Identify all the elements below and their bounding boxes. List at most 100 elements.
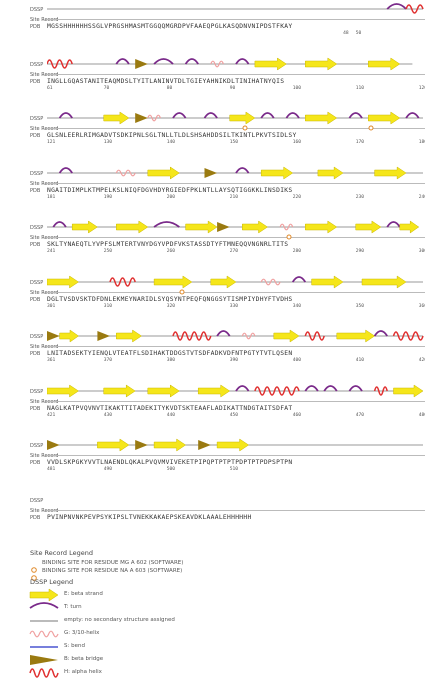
residue-number: 360 [418,303,425,309]
residue-numbers: 121 130 140 150 160 170 180 [47,140,425,148]
site-legend-title: Site Record Legend [30,549,93,557]
residue-number: 420 [418,358,425,363]
ss-element-E [103,111,130,125]
sequence-block: DSSP Site Record PDB GLSNLEERLRIMGADVTSDKIP… [0,111,425,152]
dssp-legend-T-icon [29,602,59,609]
site-record-line [47,128,425,129]
dssp-row-label: DSSP [30,388,44,395]
secondary-structure-track [47,384,424,397]
ss-element-E [336,329,376,343]
ss-element-E [147,384,180,397]
residue-number: 200 [166,194,175,200]
ss-element-G [260,278,281,285]
ss-element-E [116,329,142,343]
legend-shape [29,668,59,678]
residue-number: 130 [103,140,112,145]
residue-number: 430 [103,412,112,418]
residue-number: 400 [292,358,301,363]
ss-element-T [386,221,401,228]
pdb-row-label: PDB [30,460,41,466]
residue-number: 121 [47,140,56,145]
ss-element-T [52,221,67,228]
residue-numbers: 421 430 440 450 460 470 480 [47,413,425,421]
pdb-sequence: SKLTYNAEQTLYVPFSLMTERTVNYDGYVPDFVKSTASSD… [47,241,289,248]
ss-element-E [103,384,136,397]
legend-shape [30,655,58,665]
pdb-row-label: PDB [30,296,41,303]
pdb-row-label: PDB [30,187,41,194]
dssp-row-label: DSSP [30,170,44,177]
ss-element-E [197,384,231,397]
ss-element-T [348,112,363,119]
ss-element-T [153,57,174,65]
ss-element-T [235,166,250,174]
dssp-legend-item: G: 3/10-helix [64,630,100,636]
site-marker-icon [30,567,38,586]
ss-element-G [115,169,136,176]
residue-number: 110 [355,85,364,91]
pdb-row-label: PDB [30,514,41,521]
ss-element-T [304,384,319,392]
ss-element-E [216,438,250,452]
sequence-block: DSSP Site Record PDB DGLTVSDVSKTDFDNLEKMEYN… [0,275,425,316]
ss-element-E [254,57,287,70]
site-record-row-label: Site Record [30,235,59,241]
residue-numbers: 301 310 320 330 340 350 360 [47,304,425,312]
residue-number: 480 [418,412,425,418]
sequence-block: DSSP Site Record PDB MGSSHHHHHHSSGLVPRGSHMA… [0,2,425,43]
dssp-row-label: DSSP [30,497,44,504]
pdb-row-label: PDB [30,242,41,248]
residue-number: 290 [355,249,364,254]
dssp-row-label: DSSP [30,443,44,449]
ss-element-E [368,57,401,70]
ss-element-E [399,220,420,234]
sequence-block: DSSP Site Record PDB NAGLKATPVQVNVTIKAKTTIT… [0,384,425,425]
sequence-block: DSSP Site Record PDB SKLTYNAEQTLYVPFSLMTERT… [0,220,425,261]
ss-element-E [147,166,180,179]
secondary-structure-track [47,111,423,125]
residue-numbers: 61 70 80 90 100 110 120 [47,86,425,94]
residue-number: 150 [229,140,238,145]
binding-site-marker [179,289,185,294]
ss-element-E [305,220,338,234]
residue-number: 241 [47,249,56,254]
ss-element-T [216,330,231,337]
ss-element-H [47,58,73,69]
pdb-sequence: LNITADSEKTYIENQLVTEATFLSDIHAKTDDGSTVTSDF… [47,350,293,357]
residue-number: 181 [47,194,56,200]
residue-number: 250 [103,249,112,254]
secondary-structure-track [47,275,423,288]
binding-site-marker [368,125,374,131]
residue-number: 301 [47,303,56,309]
ss-element-T [260,112,275,119]
residue-number: 230 [355,194,364,200]
residue-number: 470 [355,412,364,418]
dssp-legend-B-icon [30,655,58,665]
pdb-sequence: GLSNLEERLRIMGADVTSDKIPNLSGLTNLLTLDLSHSAH… [47,132,297,139]
residue-number: 510 [229,467,238,472]
ss-element-T [153,221,180,228]
residue-number: 48 [343,31,349,36]
residue-number: 350 [355,303,364,309]
ss-element-T [373,330,388,337]
residue-number: 500 [166,467,175,472]
residue-number: 61 [47,85,53,91]
ss-element-E [305,57,338,70]
ss-element-G [241,332,256,340]
site-record-line [47,509,425,511]
site-record-row-label: Site Record [30,344,59,350]
site-record-row-label: Site Record [30,17,59,23]
residue-number: 370 [103,358,112,363]
dssp-legend-item: B: beta bridge [64,656,104,662]
residue-number: 270 [229,249,238,254]
ss-element-B [97,331,110,341]
dssp-legend-H-icon [29,668,59,678]
dssp-legend-S-icon [30,646,58,648]
site-record-row-label: Site Record [30,180,59,187]
secondary-structure-track [47,220,420,234]
legend-shape [29,602,59,609]
residue-number: 390 [229,358,238,363]
residue-number: 380 [166,358,175,363]
pdb-row-label: PDB [30,351,41,357]
ss-element-B [217,222,230,232]
